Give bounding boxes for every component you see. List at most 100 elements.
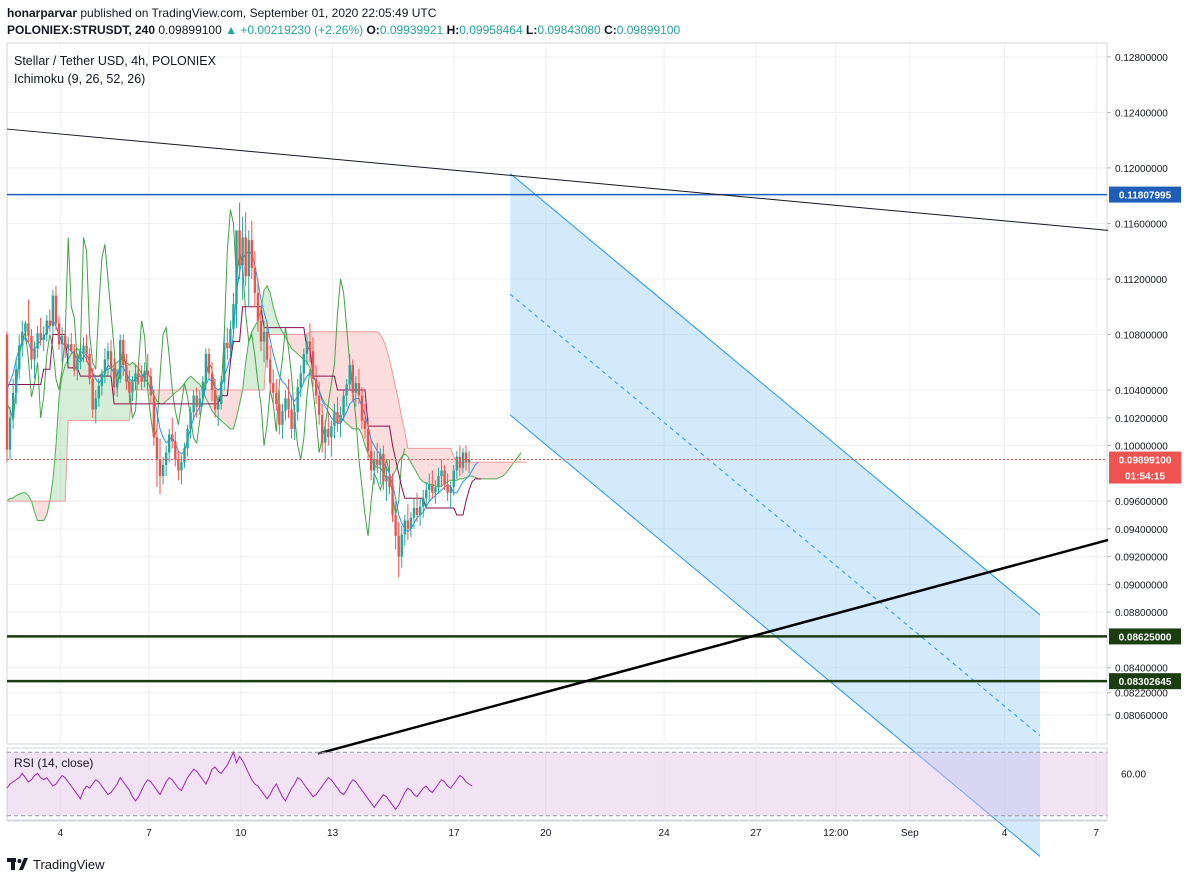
cloud-segment [322, 331, 326, 404]
candle-body [391, 487, 394, 515]
candle-body [122, 340, 125, 366]
footer-brand[interactable]: TradingView [7, 856, 105, 872]
cloud-segment [129, 362, 133, 421]
cloud-segment [55, 396, 60, 502]
cloud-segment [193, 378, 197, 391]
cloud-segment [13, 495, 17, 502]
candle-body [94, 398, 97, 410]
bar-countdown-label: 01:54:15 [1125, 472, 1165, 483]
candle-body [253, 267, 257, 293]
author-name[interactable]: honarparvar [7, 6, 78, 20]
candle-body [70, 344, 73, 352]
low-value: 0.09843080 [537, 23, 601, 37]
close-label: C: [604, 23, 617, 37]
cloud-segment [166, 390, 170, 402]
cloud-segment [25, 492, 29, 502]
cloud-segment [245, 341, 249, 391]
candle-body [241, 237, 244, 266]
candle-body [198, 398, 201, 407]
candle-body [232, 303, 235, 329]
candle-body [177, 459, 180, 471]
cloud-segment [380, 334, 384, 474]
open-label: O: [366, 23, 380, 37]
candle-body [272, 383, 275, 393]
candle-body [67, 344, 70, 349]
last-price-tag [1109, 451, 1181, 484]
candle-body [216, 403, 220, 410]
candle-body [155, 437, 159, 460]
candle-body [45, 320, 48, 335]
cloud-segment [230, 390, 234, 429]
candle-body [60, 335, 64, 345]
rsi-pane [6, 750, 1107, 817]
candle-body [100, 373, 104, 386]
published-info: published on TradingView.com, September … [80, 6, 437, 20]
price-tick-label: 0.12000000 [1115, 164, 1168, 175]
candle-body [428, 484, 431, 490]
candle-body [63, 335, 67, 349]
candle-body [366, 428, 370, 452]
candle-body [119, 340, 122, 379]
candle-body [21, 331, 24, 346]
candle-body [265, 331, 269, 360]
channel-median-line [509, 293, 1041, 737]
candle-body [210, 373, 214, 391]
candle-body [109, 351, 113, 368]
candles [5, 202, 471, 578]
candle-body [284, 398, 287, 411]
candle-body [103, 359, 107, 374]
candle-body [354, 383, 358, 393]
cloud-segment [190, 376, 194, 391]
cloud-segment [227, 390, 231, 429]
candle-body [256, 292, 260, 321]
candle-body [320, 415, 324, 443]
price-tick-label: 0.09400000 [1115, 525, 1168, 536]
candle-body [287, 398, 290, 410]
candle-body [73, 351, 76, 371]
candle-body [293, 412, 296, 429]
rsi-band [7, 752, 1107, 816]
candle-body [161, 464, 165, 477]
candle-body [409, 517, 413, 529]
price-tick-label: 0.11600000 [1115, 219, 1168, 230]
cloud-segment [316, 331, 320, 391]
time-tick-label: 17 [448, 828, 460, 839]
candle-body [275, 392, 278, 404]
candle-body [88, 353, 91, 379]
cloud-segment [80, 351, 84, 421]
candle-body [36, 333, 39, 349]
cloud-segment [392, 373, 396, 477]
candle-body [8, 417, 12, 450]
time-tick-label: 24 [659, 828, 671, 839]
candle-body [455, 456, 459, 471]
candle-body [437, 476, 440, 488]
candle-body [134, 373, 137, 382]
cloud-segment [288, 334, 292, 349]
time-tick-label: Sep [901, 828, 919, 839]
candle-body [149, 376, 153, 396]
candle-body [112, 367, 116, 388]
cloud-segment [398, 401, 402, 463]
symbol-line: POLONIEX:STRUSDT, 240 0.09899100 ▲ +0.00… [7, 22, 680, 39]
candle-body [385, 476, 388, 482]
candle-body [131, 381, 134, 393]
cloud-segment [386, 348, 390, 479]
price-tick-label: 0.08220000 [1115, 689, 1168, 700]
cloud-segment [395, 387, 399, 471]
candle-body [186, 428, 189, 449]
open-value: 0.09939921 [379, 23, 444, 37]
price-tick-label: 0.12400000 [1115, 108, 1168, 119]
trendlines[interactable] [6, 128, 1109, 755]
horizontal-levels[interactable]: 0.11807995 0.08625000 0.08302645 0.09899100… [7, 186, 1181, 690]
cloud-segment [68, 353, 72, 421]
rsi-line [6, 750, 473, 811]
cloud-segment [163, 390, 167, 404]
candle-body [54, 295, 58, 324]
cloud-segment [306, 331, 310, 368]
cloud-segment [407, 448, 411, 463]
candle-body [85, 345, 88, 354]
cloud-segment [270, 292, 274, 335]
cloud-segment [267, 285, 271, 338]
kijun-sen-line [7, 306, 482, 516]
